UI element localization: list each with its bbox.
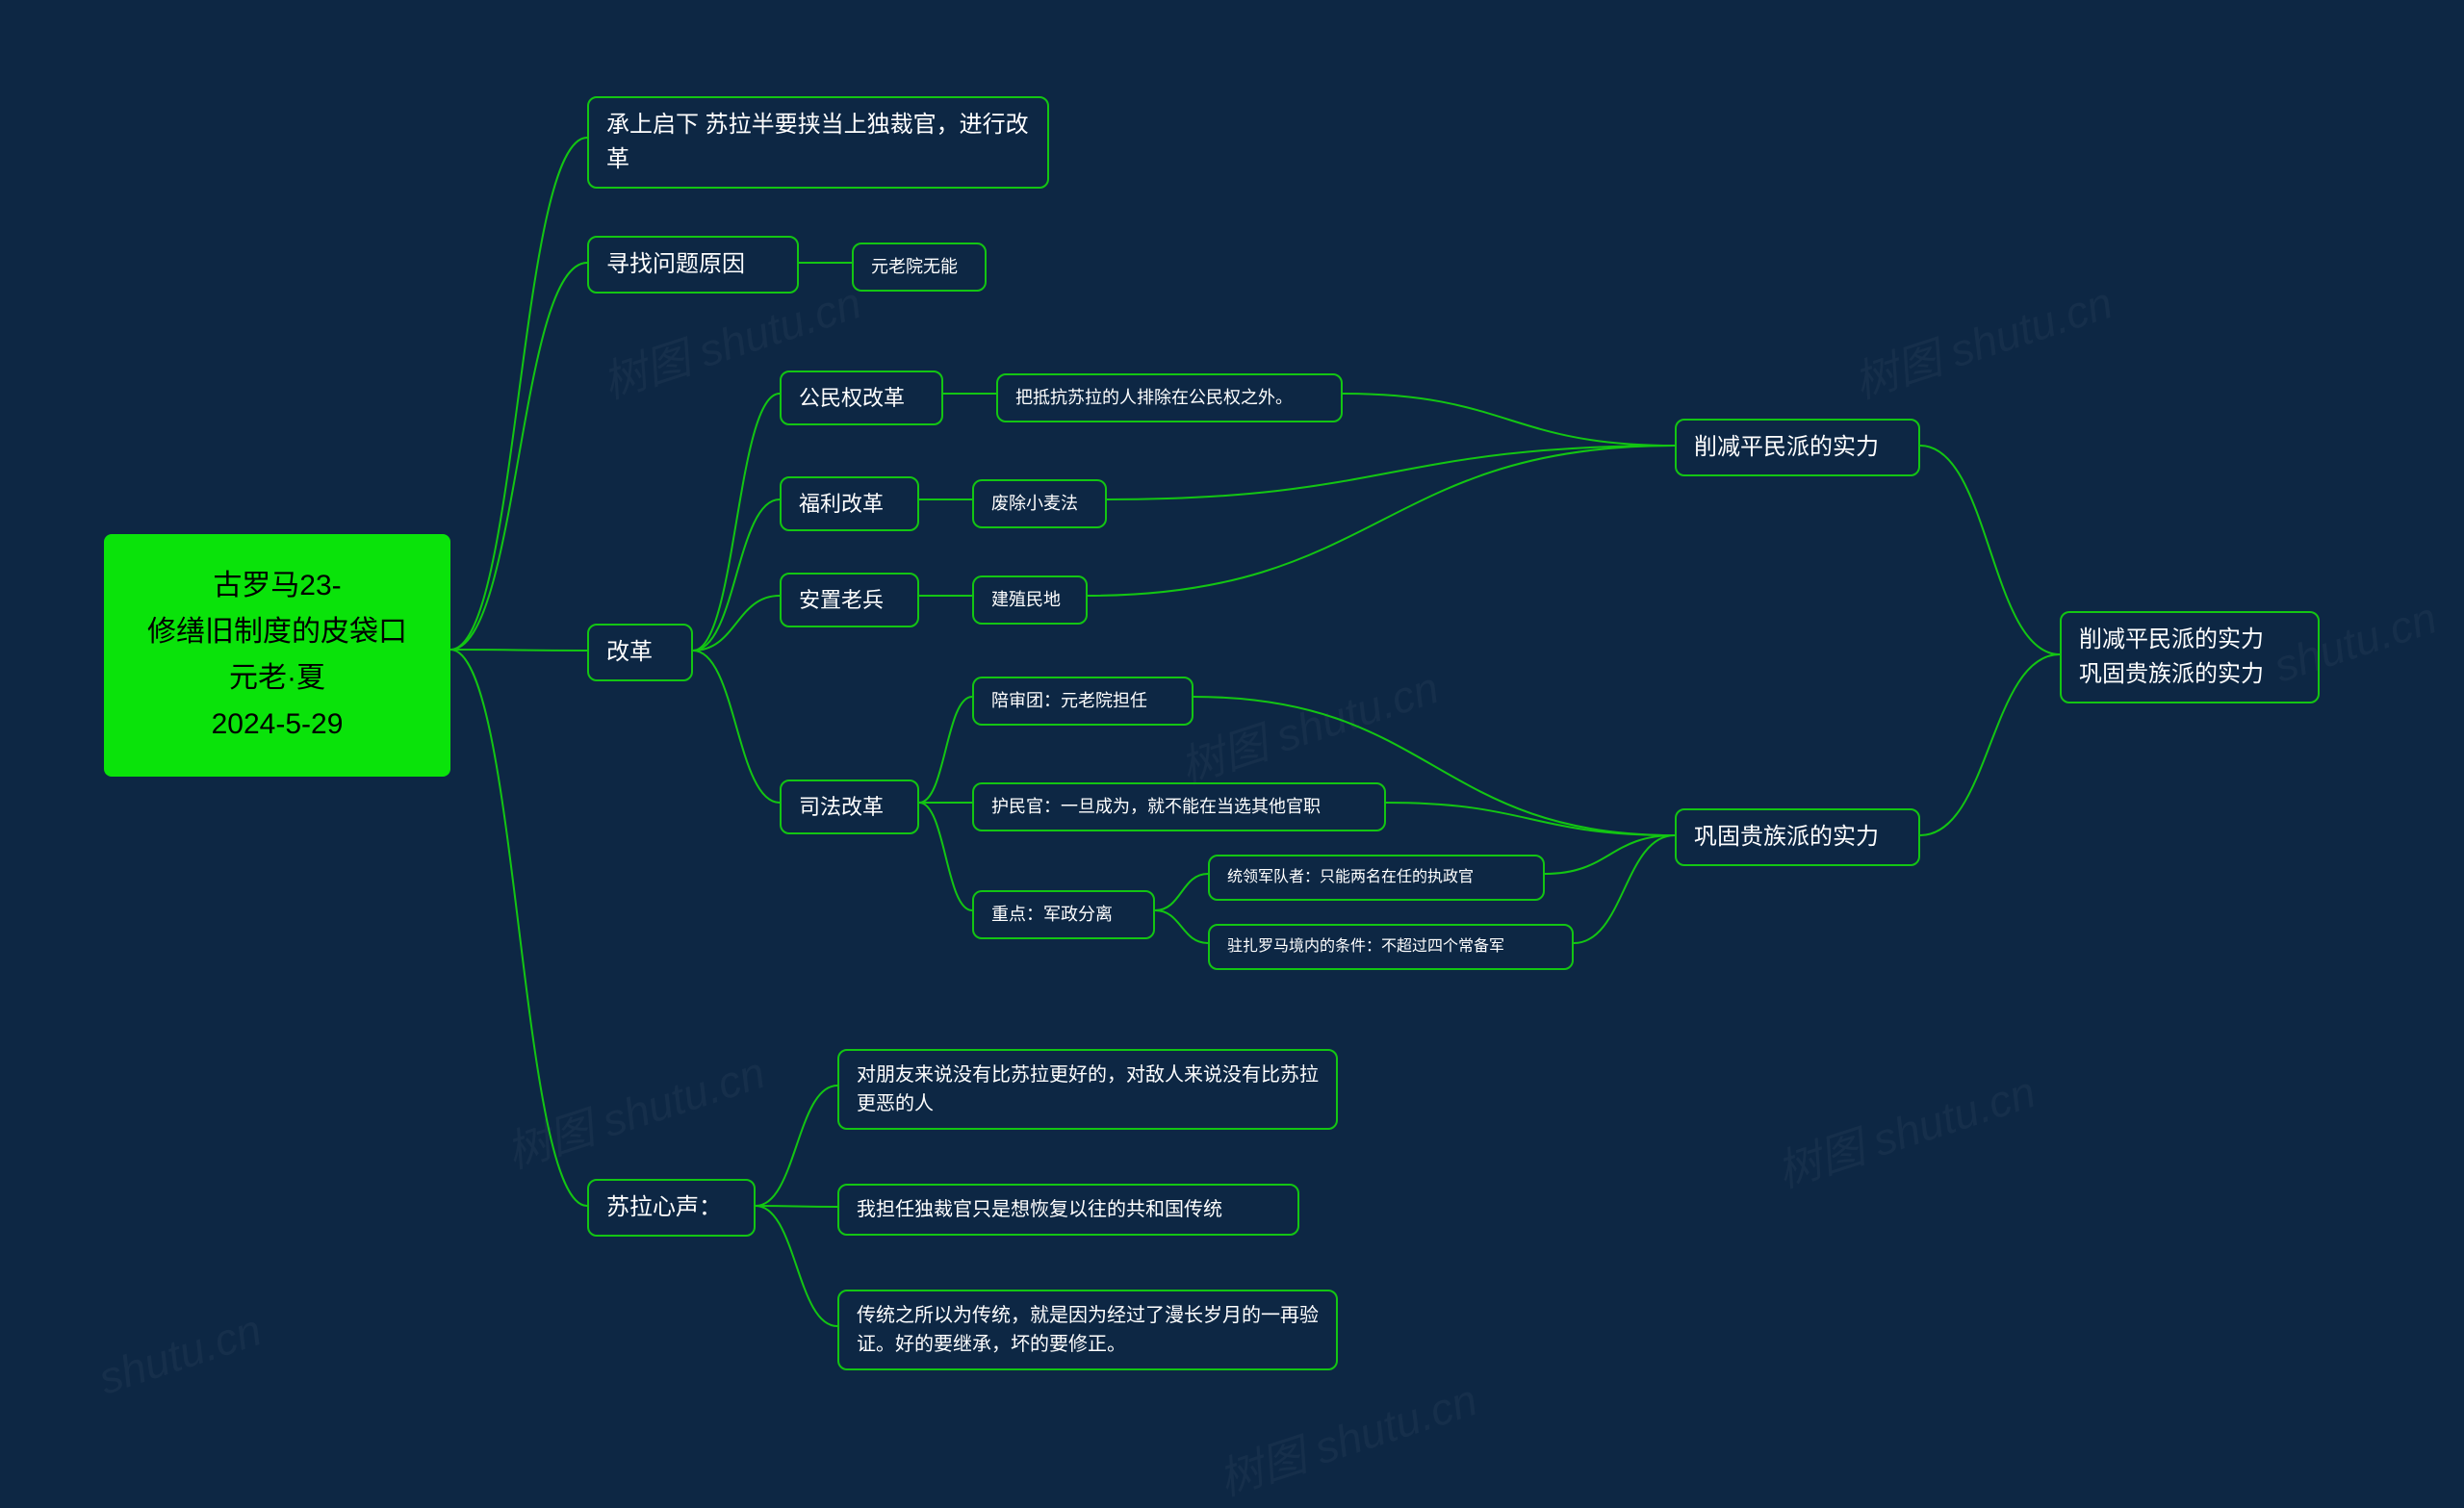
- node-sum3: 削减平民派的实力巩固贵族派的实力: [2060, 611, 2320, 703]
- node-n4: 苏拉心声：: [587, 1179, 756, 1237]
- node-n4a: 对朋友来说没有比苏拉更好的，对敌人来说没有比苏拉更恶的人: [837, 1049, 1338, 1130]
- node-n3d1: 陪审团：元老院担任: [972, 677, 1194, 726]
- node-n4b: 我担任独裁官只是想恢复以往的共和国传统: [837, 1184, 1299, 1236]
- node-n3b: 福利改革: [780, 476, 919, 531]
- node-n3b1: 废除小麦法: [972, 479, 1107, 528]
- node-n3c: 安置老兵: [780, 573, 919, 627]
- node-n3d3a: 统领军队者：只能两名在任的执政官: [1208, 855, 1545, 901]
- node-n3d: 司法改革: [780, 780, 919, 834]
- node-n3: 改革: [587, 624, 693, 681]
- node-n1: 承上启下 苏拉半要挟当上独裁官，进行改革: [587, 96, 1049, 189]
- node-n3a1: 把抵抗苏拉的人排除在公民权之外。: [996, 373, 1343, 422]
- node-n2: 寻找问题原因: [587, 236, 799, 294]
- root-node: 古罗马23-修缮旧制度的皮袋口元老·夏2024-5-29: [104, 534, 450, 777]
- node-n3d3b: 驻扎罗马境内的条件：不超过四个常备军: [1208, 924, 1574, 970]
- node-n4c: 传统之所以为传统，就是因为经过了漫长岁月的一再验证。好的要继承，坏的要修正。: [837, 1290, 1338, 1370]
- node-sum1: 削减平民派的实力: [1675, 419, 1920, 476]
- node-n3a: 公民权改革: [780, 371, 943, 425]
- node-sum2: 巩固贵族派的实力: [1675, 808, 1920, 866]
- node-n2a: 元老院无能: [852, 243, 987, 292]
- node-n3c1: 建殖民地: [972, 575, 1088, 625]
- node-n3d3: 重点：军政分离: [972, 890, 1155, 939]
- node-n3d2: 护民官：一旦成为，就不能在当选其他官职: [972, 782, 1386, 831]
